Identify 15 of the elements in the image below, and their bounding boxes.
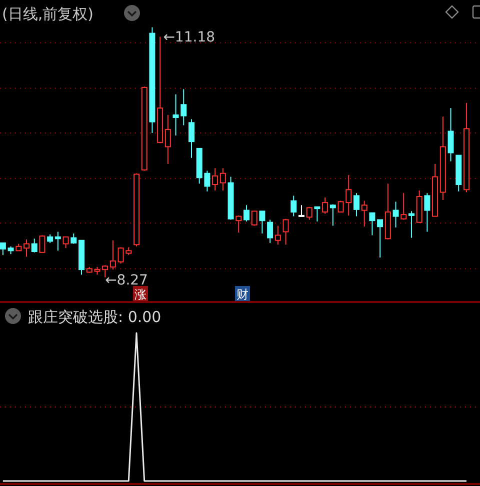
candlestick [448,108,454,162]
text: 财 [236,288,248,302]
chart-title: 跟庄突破选股: 0.00 [28,308,162,326]
candlestick [392,201,399,228]
annotation: ←11.18 [163,29,216,46]
candlestick [220,168,226,192]
text: 涨 [134,288,146,302]
candlestick [149,26,156,134]
chart-title: (日线,前复权) [2,5,94,23]
candlestick [24,239,30,258]
candlestick [164,114,171,164]
annotation: ←8.27 [105,272,148,288]
candlestick [440,116,446,200]
candlestick [290,195,297,217]
candlestick [212,168,218,192]
